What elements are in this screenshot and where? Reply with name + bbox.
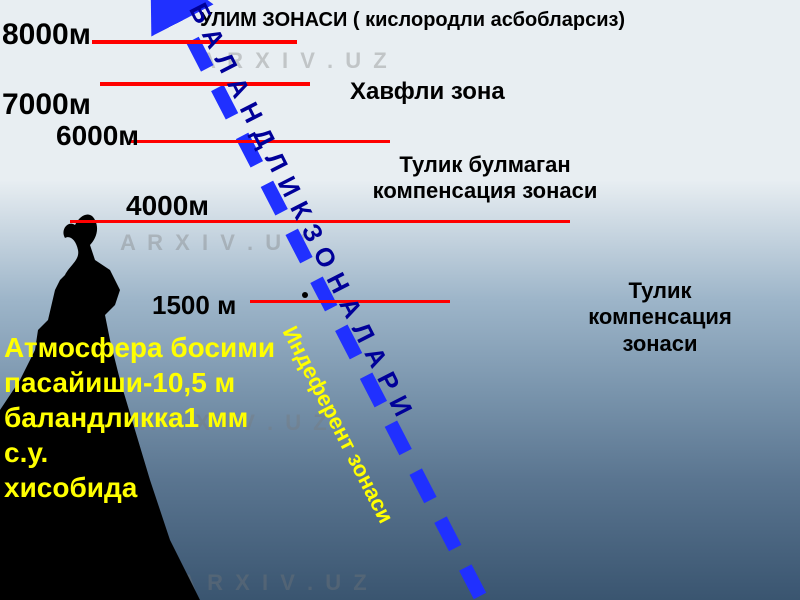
zone-danger: Хавфли зона [350,78,650,107]
level-label-6000: 6000м [56,120,139,152]
level-label-8000: 8000м [2,18,91,52]
zone-partial-line1: Тулик булмаган [320,152,650,178]
pressure-note: Атмосфера босими пасайиши-10,5 м баландл… [4,330,275,505]
level-label-1500: 1500 м [152,290,236,321]
zone-partial-line2: компенсация зонаси [320,178,650,204]
watermark: A R X I V . U Z [180,570,370,596]
level-label-7000: 7000м [2,88,91,122]
watermark: A R X I V . U Z [120,230,310,256]
pressure-line1: Атмосфера босими [4,330,275,365]
pressure-line2: пасайиши-10,5 м [4,365,275,400]
level-label-4000: 4000м [126,190,209,222]
marker-dot [302,292,308,298]
level-line-8000 [92,40,297,44]
level-line-7000 [100,82,310,86]
zone-partial: Тулик булмаган компенсация зонаси [320,152,650,205]
pressure-line5: хисобида [4,470,275,505]
zone-full: Тулик компенсация зонаси [530,278,790,357]
zone-full-line3: зонаси [530,331,790,357]
zone-full-line2: компенсация [530,304,790,330]
zone-full-line1: Тулик [530,278,790,304]
zone-death: УЛИМ ЗОНАСИ ( кислородли асбобларсиз) [200,8,800,32]
pressure-line4: с.у. [4,435,275,470]
pressure-line3: баландликка1 мм [4,400,275,435]
